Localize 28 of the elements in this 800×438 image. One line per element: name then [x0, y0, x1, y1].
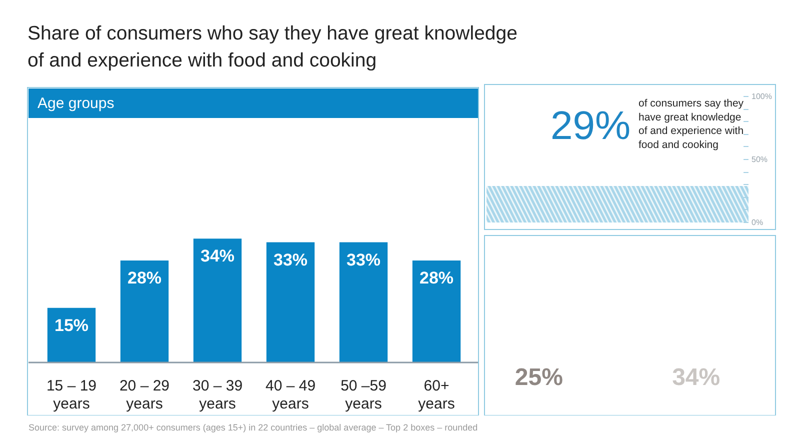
x-tick-label: 60+ years [418, 378, 455, 412]
annotation: of consumers say they have great knowledge of and experience with food and cooking [638, 98, 744, 151]
data-label: 34% [672, 364, 720, 391]
chart-title: Share of consumers who say they have great knowledge of and experience with food and cooking [28, 22, 518, 72]
y-tick-label: 0% [752, 218, 764, 227]
data-label: 33% [346, 250, 381, 270]
bar [266, 242, 315, 362]
data-label: 34% [200, 246, 235, 266]
data-label: 15% [54, 316, 89, 335]
source-note: Source: survey among 27,000+ consumers (ages 15+) in 22 countries – global average – Top 2 boxes – rounded [28, 422, 478, 432]
y-tick-label: 100% [752, 92, 772, 101]
data-label: 33% [274, 250, 308, 270]
x-tick-label: 20 – 29 years [119, 378, 170, 412]
bar [47, 308, 96, 362]
y-tick-label: 50% [752, 155, 768, 164]
data-label: 29% [550, 104, 631, 148]
bar [339, 242, 388, 362]
data-label: 25% [514, 364, 563, 391]
chart-subtitle: Age groups [38, 95, 114, 112]
x-tick-label: 15 – 19 years [46, 378, 97, 412]
x-tick-label: 30 – 39 years [192, 378, 243, 412]
x-tick-label: 40 – 49 years [265, 378, 316, 412]
x-tick-label: 50 –59 years [340, 378, 386, 412]
bar [120, 260, 169, 362]
data-label: 28% [127, 268, 162, 288]
bar [193, 238, 242, 362]
bar [412, 260, 461, 362]
data-label: 28% [420, 268, 454, 288]
